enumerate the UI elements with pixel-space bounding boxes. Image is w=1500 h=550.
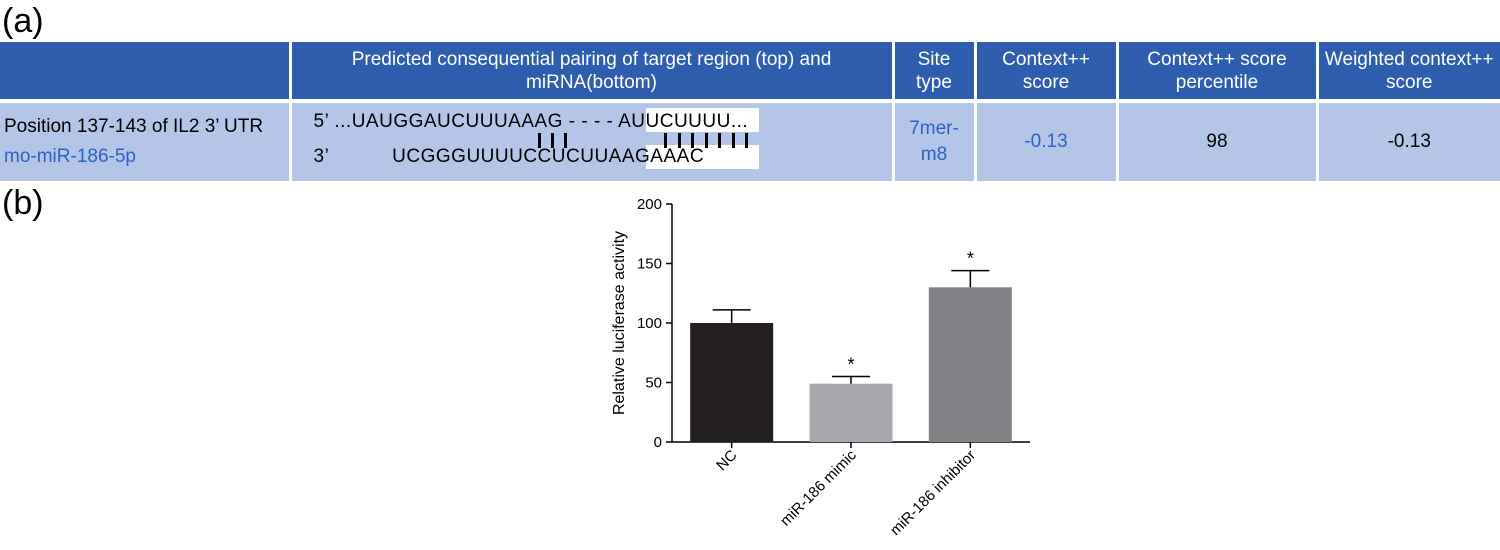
mirna-seq-3p: UCGGGUUUUCCUCU: [392, 146, 595, 167]
weighted-score-value: -0.13: [1317, 99, 1500, 181]
x-tick-label: miR-186 mimic: [777, 446, 860, 529]
pair-tick: [731, 133, 735, 148]
three-prime-label: 3’: [313, 146, 329, 167]
pair-tick: [550, 133, 554, 148]
target-seq-seed: AUUCUUUU: [618, 111, 731, 132]
site-position: Position 137-143 of IL2 3’ UTR: [4, 116, 264, 137]
site-cell: Position 137-143 of IL2 3’ UTR mo-miR-18…: [0, 99, 292, 181]
table-row: Position 137-143 of IL2 3’ UTR mo-miR-18…: [0, 99, 1500, 181]
sequence-cell: 5’ ...UAUGGAUCUUUAAAG - - - - AUUCUUUU..…: [290, 99, 895, 181]
pair-tick: [677, 133, 681, 148]
y-tick-label: 50: [645, 375, 662, 392]
y-tick-label: 200: [637, 196, 662, 213]
pair-tick: [537, 133, 541, 148]
x-tick-label: NC: [713, 447, 740, 474]
mirna-sequence: 3’ UCGGGUUUUCCUCUUAAGAAAC: [314, 146, 705, 168]
target-seq-upstream: ...UAUGGAUCUUUAAAG - - - -: [334, 111, 619, 132]
significance-marker: *: [967, 249, 974, 269]
five-prime-label: 5’: [313, 111, 329, 132]
bar: [809, 383, 893, 442]
y-tick-label: 100: [637, 315, 662, 332]
target-seq-downstream: ...: [730, 111, 749, 132]
seed-highlight-bottom: [645, 145, 759, 169]
pair-tick: [690, 133, 694, 148]
panel-a-label: (a): [2, 2, 44, 40]
pairing-table: Predicted consequential pairing of targe…: [0, 42, 1500, 181]
y-tick-label: 0: [654, 434, 662, 451]
y-axis-label: Relative luciferase activity: [611, 231, 628, 415]
x-tick-label: miR-186 inhibitor: [887, 447, 979, 539]
header-pairing: Predicted consequential pairing of targe…: [290, 42, 895, 101]
bar: [928, 287, 1012, 442]
pair-tick: [563, 133, 567, 148]
header-weighted-score: Weighted context++ score: [1317, 42, 1500, 101]
mirna-seq-seed: UAAGAAAC: [594, 146, 705, 167]
target-sequence: 5’ ...UAUGGAUCUUUAAAG - - - - AUUCUUUU..…: [314, 111, 749, 133]
table-header-row: Predicted consequential pairing of targe…: [0, 42, 1500, 101]
pair-tick: [744, 133, 748, 148]
header-context-score: Context++ score: [975, 42, 1119, 101]
panel-b-label: (b): [2, 184, 44, 222]
context-score-value: -0.13: [975, 99, 1119, 181]
percentile-value: 98: [1117, 99, 1319, 181]
header-percentile: Context++ score percentile: [1117, 42, 1319, 101]
header-empty: [0, 42, 292, 101]
pair-tick: [704, 133, 708, 148]
y-tick-label: 150: [637, 256, 662, 273]
bar: [690, 323, 774, 442]
seed-highlight-top: [645, 108, 759, 132]
site-type-value: 7mer-m8: [893, 99, 977, 181]
pair-tick: [717, 133, 721, 148]
pair-tick: [663, 133, 667, 148]
significance-marker: *: [847, 355, 854, 375]
mirna-name: mo-miR-186-5p: [4, 146, 136, 167]
header-site-type: Site type: [893, 42, 977, 101]
